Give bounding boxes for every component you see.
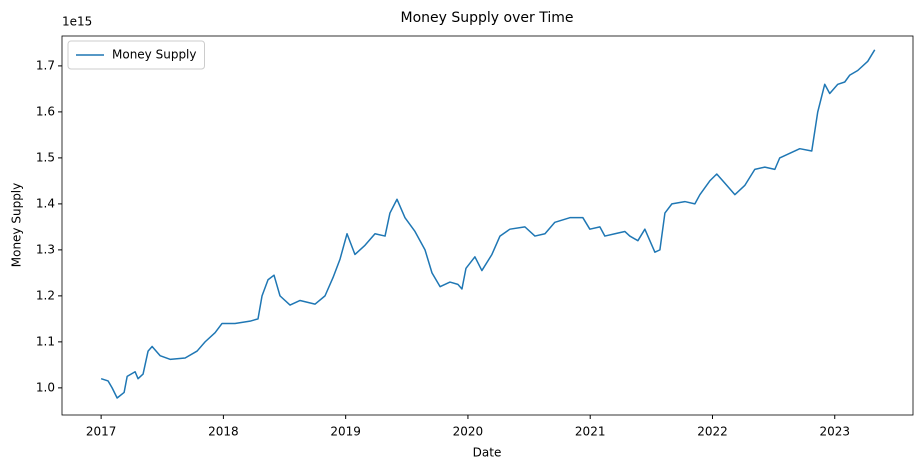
plot-frame bbox=[61, 35, 914, 416]
x-tick-label: 2021 bbox=[575, 425, 606, 439]
y-axis-label: Money Supply bbox=[10, 183, 24, 268]
x-tick-label: 2022 bbox=[697, 425, 728, 439]
y-tick-label: 1.2 bbox=[36, 288, 55, 302]
legend: Money Supply bbox=[67, 40, 205, 70]
y-tick-label: 1.1 bbox=[36, 334, 55, 348]
y-tick-label: 1.4 bbox=[36, 196, 55, 210]
x-tick-label: 2017 bbox=[86, 425, 117, 439]
y-tick-label: 1.6 bbox=[36, 104, 55, 118]
x-tick-label: 2023 bbox=[819, 425, 850, 439]
x-tick-label: 2018 bbox=[208, 425, 239, 439]
y-tick-label: 1.3 bbox=[36, 242, 55, 256]
x-tick-label: 2020 bbox=[453, 425, 484, 439]
chart-title: Money Supply over Time bbox=[401, 10, 574, 26]
y-offset-label: 1e15 bbox=[62, 15, 92, 29]
x-axis-label: Date bbox=[473, 446, 502, 460]
data-line bbox=[100, 49, 876, 399]
legend-label: Money Supply bbox=[112, 48, 197, 62]
y-tick-label: 1.0 bbox=[36, 380, 55, 394]
y-tick-label: 1.5 bbox=[36, 150, 55, 164]
legend-box bbox=[67, 40, 205, 70]
x-tick-label: 2019 bbox=[330, 425, 361, 439]
y-tick-label: 1.7 bbox=[36, 58, 55, 72]
